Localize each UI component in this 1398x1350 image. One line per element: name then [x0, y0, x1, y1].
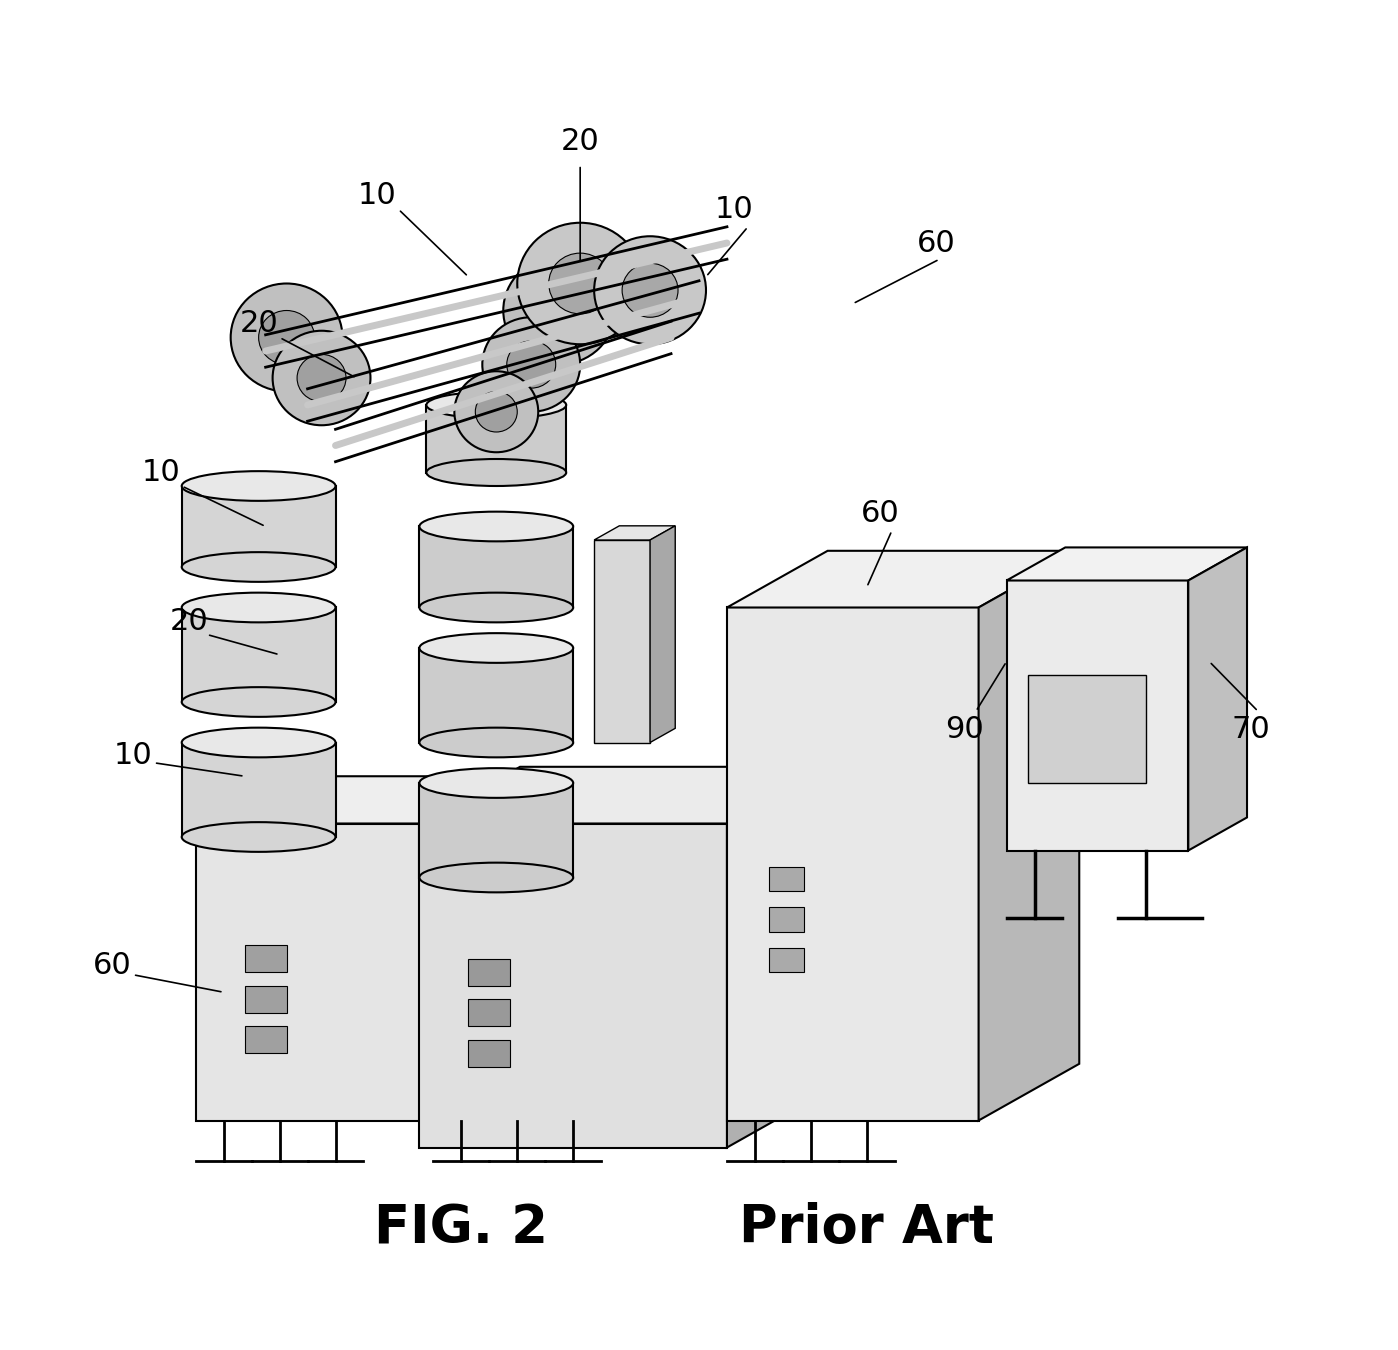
Polygon shape [426, 405, 566, 472]
Text: 20: 20 [169, 606, 208, 636]
Ellipse shape [426, 392, 566, 418]
Circle shape [482, 317, 580, 412]
Circle shape [503, 256, 615, 364]
Polygon shape [419, 767, 828, 824]
Text: 10: 10 [113, 741, 152, 771]
Circle shape [298, 355, 347, 402]
Polygon shape [468, 1040, 510, 1066]
Ellipse shape [419, 768, 573, 798]
Circle shape [231, 284, 343, 392]
Polygon shape [727, 767, 828, 1148]
Circle shape [548, 254, 612, 315]
Text: 60: 60 [861, 498, 900, 528]
Polygon shape [245, 945, 287, 972]
Polygon shape [182, 608, 336, 702]
Polygon shape [650, 526, 675, 742]
Circle shape [454, 371, 538, 452]
Circle shape [273, 331, 370, 425]
Polygon shape [468, 958, 510, 986]
Ellipse shape [182, 471, 336, 501]
Polygon shape [419, 783, 573, 878]
Polygon shape [769, 867, 804, 891]
Circle shape [622, 263, 678, 317]
Text: 20: 20 [561, 127, 600, 157]
Text: 20: 20 [239, 309, 278, 339]
Polygon shape [503, 776, 587, 1120]
Ellipse shape [419, 633, 573, 663]
Text: 60: 60 [917, 228, 956, 258]
Circle shape [517, 223, 643, 344]
Circle shape [475, 392, 517, 432]
Circle shape [506, 342, 556, 389]
Polygon shape [419, 526, 573, 608]
Ellipse shape [182, 593, 336, 622]
Polygon shape [979, 551, 1079, 1120]
Text: 10: 10 [358, 181, 397, 211]
Polygon shape [419, 648, 573, 743]
Polygon shape [727, 608, 979, 1120]
Ellipse shape [182, 687, 336, 717]
Polygon shape [196, 776, 587, 823]
Polygon shape [419, 824, 727, 1148]
Polygon shape [769, 948, 804, 972]
Polygon shape [594, 526, 675, 540]
Ellipse shape [419, 728, 573, 757]
Polygon shape [182, 486, 336, 567]
Ellipse shape [182, 552, 336, 582]
Polygon shape [727, 551, 1079, 608]
Ellipse shape [182, 822, 336, 852]
Text: 10: 10 [141, 458, 180, 487]
Text: 90: 90 [945, 714, 984, 744]
Polygon shape [769, 907, 804, 931]
Ellipse shape [182, 728, 336, 757]
Text: 10: 10 [714, 194, 754, 224]
Ellipse shape [419, 863, 573, 892]
Text: 70: 70 [1232, 714, 1271, 744]
Polygon shape [468, 999, 510, 1026]
Polygon shape [1007, 580, 1188, 850]
Polygon shape [182, 743, 336, 837]
Text: 60: 60 [92, 950, 131, 980]
Text: Prior Art: Prior Art [740, 1203, 994, 1254]
Polygon shape [1028, 675, 1146, 783]
Polygon shape [245, 986, 287, 1012]
Ellipse shape [426, 459, 566, 486]
Polygon shape [1007, 548, 1247, 580]
Polygon shape [594, 540, 650, 742]
Ellipse shape [419, 593, 573, 622]
Circle shape [259, 310, 315, 364]
Polygon shape [1188, 548, 1247, 850]
Text: FIG. 2: FIG. 2 [375, 1203, 548, 1254]
Polygon shape [196, 824, 503, 1120]
Ellipse shape [419, 512, 573, 541]
Circle shape [594, 236, 706, 344]
Circle shape [531, 284, 587, 338]
Polygon shape [245, 1026, 287, 1053]
